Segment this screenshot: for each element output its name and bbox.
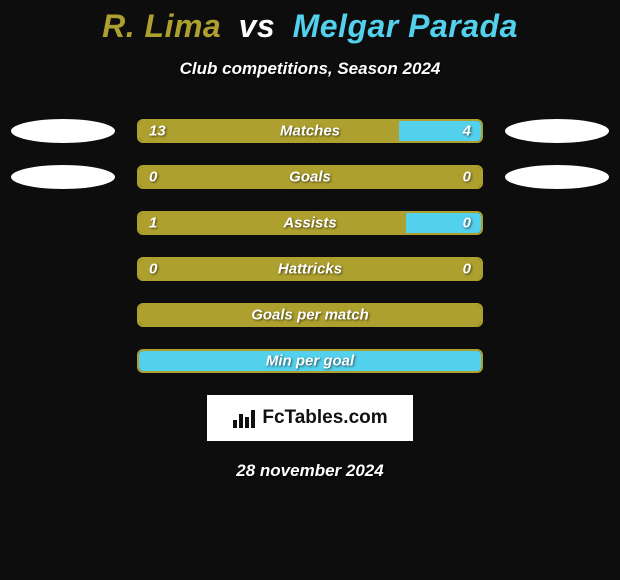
stat-row: Goals per match bbox=[0, 303, 620, 327]
logo-box: FcTables.com bbox=[207, 395, 413, 441]
player1-marker bbox=[11, 349, 115, 373]
logo: FcTables.com bbox=[232, 407, 387, 429]
bar-segment-p1 bbox=[139, 167, 481, 187]
player1-marker bbox=[11, 303, 115, 327]
stat-bar: Goals per match bbox=[137, 303, 483, 327]
stat-bar: Hattricks00 bbox=[137, 257, 483, 281]
vs-text: vs bbox=[239, 8, 276, 44]
player1-marker bbox=[11, 119, 115, 143]
stat-row: Assists10 bbox=[0, 211, 620, 235]
stat-row: Goals00 bbox=[0, 165, 620, 189]
stat-bar: Assists10 bbox=[137, 211, 483, 235]
stat-bar: Matches134 bbox=[137, 119, 483, 143]
bar-segment-p1 bbox=[139, 259, 481, 279]
player2-marker bbox=[505, 257, 609, 281]
subtitle: Club competitions, Season 2024 bbox=[0, 59, 620, 79]
bar-segment-p2 bbox=[139, 351, 481, 371]
stat-row: Matches134 bbox=[0, 119, 620, 143]
stat-row: Hattricks00 bbox=[0, 257, 620, 281]
player1-name: R. Lima bbox=[102, 8, 221, 44]
stats-list: Matches134 Goals00 Assists10 Hattricks00 Goa… bbox=[0, 119, 620, 373]
player1-marker bbox=[11, 211, 115, 235]
bar-chart-icon bbox=[232, 408, 256, 428]
player2-marker bbox=[505, 119, 609, 143]
player2-marker bbox=[505, 303, 609, 327]
date: 28 november 2024 bbox=[0, 461, 620, 481]
logo-text: FcTables.com bbox=[262, 407, 387, 429]
player1-marker bbox=[11, 257, 115, 281]
bar-segment-p2 bbox=[399, 121, 481, 141]
player2-marker bbox=[505, 165, 609, 189]
bar-segment-p1 bbox=[139, 121, 399, 141]
player2-marker bbox=[505, 349, 609, 373]
bar-segment-p1 bbox=[139, 213, 406, 233]
stat-bar: Goals00 bbox=[137, 165, 483, 189]
stat-bar: Min per goal bbox=[137, 349, 483, 373]
comparison-infographic: R. Lima vs Melgar Parada Club competitio… bbox=[0, 0, 620, 481]
player1-marker bbox=[11, 165, 115, 189]
stat-row: Min per goal bbox=[0, 349, 620, 373]
player2-name: Melgar Parada bbox=[293, 8, 518, 44]
player2-marker bbox=[505, 211, 609, 235]
bar-segment-p2 bbox=[406, 213, 481, 233]
bar-segment-p1 bbox=[139, 305, 481, 325]
page-title: R. Lima vs Melgar Parada bbox=[0, 8, 620, 45]
